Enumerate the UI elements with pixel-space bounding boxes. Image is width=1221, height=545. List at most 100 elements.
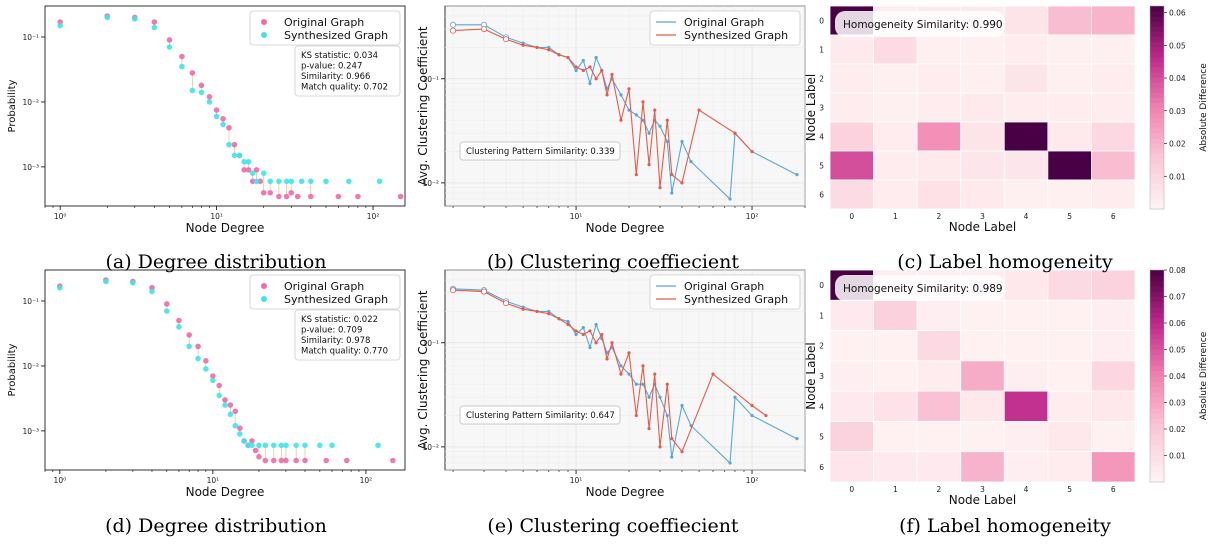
point-original bbox=[670, 455, 674, 459]
point-synthesized bbox=[278, 442, 285, 449]
point-synthesized bbox=[376, 178, 383, 185]
point-synthesized bbox=[323, 178, 329, 185]
point-original bbox=[594, 55, 598, 60]
heat-cell bbox=[873, 34, 918, 65]
heat-cell bbox=[829, 390, 874, 422]
colorbar-step bbox=[1150, 6, 1164, 12]
colorbar-step bbox=[1150, 301, 1164, 308]
point-original bbox=[355, 193, 361, 200]
point-synthesized bbox=[231, 152, 238, 159]
legend-marker bbox=[261, 296, 267, 302]
heat-cell bbox=[829, 421, 874, 453]
legend-label: Synthesized Graph bbox=[684, 29, 788, 42]
x-tick-label: 10¹ bbox=[210, 212, 223, 221]
point-original bbox=[231, 141, 238, 148]
y-tick-label: 10⁻² bbox=[22, 362, 39, 371]
point-original bbox=[278, 457, 285, 464]
x-tick-label: 10¹ bbox=[570, 476, 583, 485]
point-synthesized bbox=[574, 329, 578, 333]
colorbar-tick-label: 0.06 bbox=[1169, 9, 1186, 18]
colorbar-step bbox=[1150, 153, 1164, 159]
y-tick-label: 10⁻¹ bbox=[422, 339, 439, 348]
point-synthesized bbox=[600, 332, 604, 337]
point-original bbox=[574, 332, 578, 337]
heat-cell bbox=[873, 63, 918, 94]
x-tick-label: 10² bbox=[746, 476, 759, 485]
point-original bbox=[641, 382, 645, 386]
colorbar-tick-label: 0.02 bbox=[1169, 140, 1186, 149]
colorbar-step bbox=[1150, 370, 1164, 377]
colorbar-step bbox=[1150, 307, 1164, 313]
heat-cell bbox=[1091, 390, 1136, 422]
colorbar-step bbox=[1150, 285, 1164, 292]
heat-cell bbox=[873, 179, 918, 210]
point-synthesized bbox=[241, 438, 247, 444]
point-synthesized bbox=[186, 343, 192, 350]
point-original bbox=[260, 189, 267, 196]
series-line-original bbox=[453, 24, 798, 201]
heat-cell bbox=[1047, 421, 1092, 453]
heat-cell bbox=[829, 34, 874, 65]
point-synthesized bbox=[213, 113, 220, 120]
legend-marker bbox=[261, 283, 267, 289]
point-original bbox=[151, 19, 158, 25]
colorbar-step bbox=[1150, 296, 1164, 303]
point-synthesized bbox=[179, 63, 185, 70]
point-synthesized bbox=[581, 332, 585, 337]
x-tick-label: 2 bbox=[937, 212, 942, 221]
point-synthesized bbox=[256, 442, 262, 449]
point-synthesized bbox=[605, 357, 609, 361]
heat-cell bbox=[1003, 5, 1049, 36]
y-tick-label: 4 bbox=[819, 402, 824, 411]
x-tick-label: 10¹ bbox=[570, 212, 583, 221]
point-original bbox=[665, 413, 669, 418]
stats-box bbox=[294, 45, 401, 97]
point-original bbox=[195, 343, 201, 350]
homogeneity-box bbox=[835, 11, 1005, 37]
heat-cell bbox=[1091, 5, 1136, 36]
point-original bbox=[206, 93, 213, 100]
heat-cell bbox=[1003, 179, 1049, 210]
heat-cell bbox=[829, 360, 874, 392]
heat-cell bbox=[829, 92, 874, 123]
x-tick-label: 10⁰ bbox=[54, 476, 67, 485]
point-synthesized bbox=[665, 118, 669, 122]
caption-f: (f) Label homogeneity bbox=[899, 515, 1111, 537]
stats-line: p-value: 0.709 bbox=[301, 326, 362, 336]
point-synthesized bbox=[680, 181, 684, 185]
point-original bbox=[450, 21, 457, 28]
caption-d: (d) Degree distribution bbox=[105, 515, 327, 537]
heat-cell bbox=[829, 150, 874, 181]
similarity-text: Clustering Pattern Similarity: 0.647 bbox=[466, 411, 615, 421]
point-original bbox=[588, 345, 592, 350]
y-axis-title: Avg. Clustering Coefficient bbox=[416, 290, 430, 449]
y-axis-title: Node Label bbox=[804, 342, 818, 410]
heat-cell bbox=[916, 390, 962, 422]
point-synthesized bbox=[600, 68, 604, 73]
heat-cell bbox=[873, 421, 918, 453]
colorbar-step bbox=[1150, 444, 1164, 451]
homogeneity-text: Homogeneity Similarity: 0.989 bbox=[843, 283, 1003, 295]
point-synthesized bbox=[605, 93, 609, 97]
heat-cell bbox=[960, 421, 1005, 453]
colorbar-step bbox=[1150, 137, 1164, 144]
heat-cell bbox=[1003, 299, 1049, 331]
y-tick-label: 6 bbox=[819, 191, 824, 200]
point-original bbox=[323, 457, 329, 464]
point-synthesized bbox=[647, 162, 651, 167]
x-tick-label: 0 bbox=[849, 212, 854, 221]
legend-label: Original Graph bbox=[284, 16, 364, 29]
colorbar-step bbox=[1150, 178, 1164, 185]
heat-cell bbox=[916, 330, 962, 362]
y-tick-label: 5 bbox=[819, 433, 824, 442]
heat-cell bbox=[829, 179, 874, 210]
colorbar-tick-label: 0.04 bbox=[1169, 372, 1186, 381]
y-tick-label: 10⁻³ bbox=[22, 163, 39, 172]
point-original bbox=[226, 124, 232, 131]
point-synthesized bbox=[733, 131, 737, 135]
point-synthesized bbox=[346, 178, 352, 185]
point-original bbox=[262, 457, 269, 464]
data-layer bbox=[57, 13, 404, 200]
point-synthesized bbox=[260, 170, 267, 176]
colorbar-step bbox=[1150, 168, 1164, 174]
